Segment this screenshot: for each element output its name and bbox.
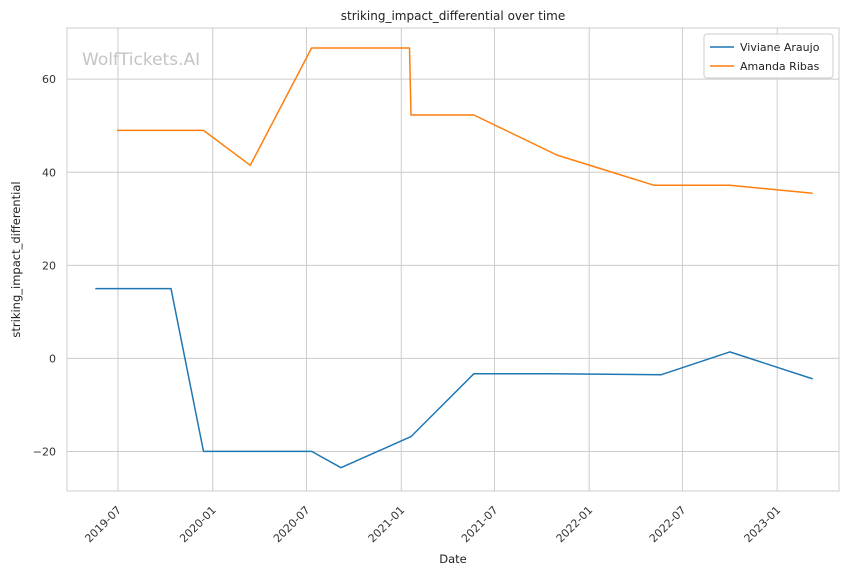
legend-entry: Viviane Araujo — [740, 41, 820, 54]
legend-entry: Amanda Ribas — [740, 60, 820, 73]
legend: Viviane Araujo Amanda Ribas — [703, 33, 834, 79]
y-tick-label: 20 — [42, 259, 56, 272]
series-layer — [95, 47, 813, 469]
chart-title: striking_impact_differential over time — [341, 9, 566, 23]
y-tick-label: 0 — [49, 352, 56, 365]
x-axis-label: Date — [439, 552, 467, 566]
series-line-1 — [117, 47, 813, 194]
y-tick-label: 60 — [42, 73, 56, 86]
legend-box — [703, 33, 834, 79]
y-tick-labels: −20 0 20 40 60 — [33, 73, 56, 458]
y-tick-label: −20 — [33, 445, 56, 458]
y-axis-label: striking_impact_differential — [9, 181, 23, 337]
plot-frame — [66, 27, 840, 492]
watermark: WolfTickets.AI — [82, 50, 200, 70]
series-line-0 — [95, 287, 813, 469]
y-tick-label: 40 — [42, 166, 56, 179]
